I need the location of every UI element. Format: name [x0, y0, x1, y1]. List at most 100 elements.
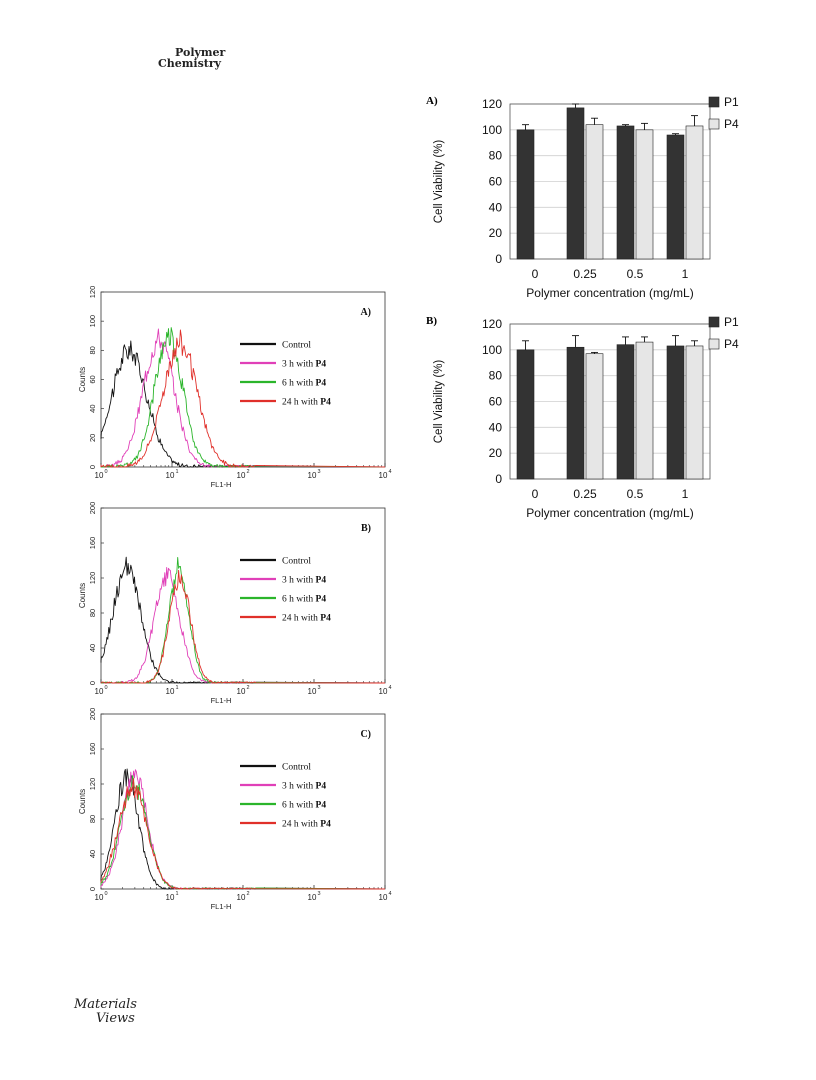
x-tick-label: 0: [532, 487, 539, 501]
legend-swatch-p1: [708, 96, 720, 108]
legend-label-suffix: P4: [316, 782, 327, 792]
legend-swatch-p1: [708, 316, 720, 328]
legend-label-text: 3 h with: [282, 576, 316, 586]
y-tick-label: 40: [88, 644, 97, 652]
y-tick-label: 40: [489, 200, 503, 214]
x-tick-label: 10: [308, 893, 317, 902]
legend-label-h24: 24 h with P4: [282, 614, 331, 624]
y-tick-label: 40: [88, 404, 97, 412]
x-tick-exponent: 4: [388, 469, 391, 475]
x-axis-label: FL1-H: [211, 480, 232, 489]
legend-label-h6: 6 h with P4: [282, 801, 326, 811]
legend-label-control: Control: [282, 557, 311, 567]
y-tick-label: 100: [482, 343, 502, 357]
x-axis-label: Polymer concentration (mg/mL): [526, 286, 693, 300]
y-tick-label: 0: [88, 887, 97, 891]
x-tick-exponent: 3: [317, 891, 320, 897]
bar-p1-3: [666, 134, 685, 260]
x-tick-label: 1: [682, 267, 689, 281]
journal-title-line1: Polymer: [175, 46, 226, 59]
legend-label-text: Control: [282, 763, 311, 773]
y-tick-label: 80: [489, 369, 503, 383]
bar-p1-2: [616, 344, 635, 480]
legend-swatch-p4: [708, 118, 720, 130]
legend-label-text: 24 h with: [282, 398, 320, 408]
y-tick-label: 200: [88, 502, 97, 515]
x-tick-label: 10: [166, 893, 175, 902]
plot-frame: [509, 103, 711, 260]
legend-label-text: Control: [282, 557, 311, 567]
legend-label-suffix: P4: [316, 595, 327, 605]
journal-title: Polymer Chemistry: [158, 47, 225, 69]
x-tick-label: 10: [308, 471, 317, 480]
x-tick-label: 10: [95, 471, 104, 480]
legend-label-text: 3 h with: [282, 782, 316, 792]
x-tick-exponent: 3: [317, 469, 320, 475]
legend-label-h6: 6 h with P4: [282, 379, 326, 389]
bar-p1-0: [516, 349, 535, 480]
x-tick-exponent: 1: [175, 685, 178, 691]
x-axis-label: Polymer concentration (mg/mL): [526, 506, 693, 520]
bar-p4-2: [635, 129, 654, 260]
publisher-logo-line1: Materials: [74, 997, 137, 1012]
y-tick-label: 80: [88, 346, 97, 354]
legend-label-control: Control: [282, 341, 311, 351]
legend-label-suffix: P4: [320, 820, 331, 830]
y-tick-label: 120: [88, 286, 97, 299]
legend-label-suffix: P4: [316, 576, 327, 586]
legend-label-suffix: P4: [320, 614, 331, 624]
x-tick-label: 10: [166, 471, 175, 480]
x-tick-label: 0.25: [573, 267, 597, 281]
panel-label: A): [426, 95, 438, 107]
legend-label-p1: P1: [724, 315, 739, 329]
y-tick-label: 160: [88, 743, 97, 756]
y-tick-label: 20: [88, 434, 97, 442]
x-tick-exponent: 0: [104, 469, 107, 475]
x-tick-exponent: 0: [104, 891, 107, 897]
x-tick-label: 10: [379, 893, 388, 902]
y-axis-label: Counts: [78, 583, 87, 608]
y-tick-label: 160: [88, 537, 97, 550]
legend-label-h24: 24 h with P4: [282, 820, 331, 830]
legend-label-suffix: P4: [316, 801, 327, 811]
histogram-trace-h24: [100, 569, 386, 684]
cell-viability-chart-a: A) 0 20 40 60 80 100 120 0 0.25 0.5 1 Polymer concen…: [426, 95, 739, 300]
x-tick-label: 0.25: [573, 487, 597, 501]
y-tick-label: 80: [88, 815, 97, 823]
panel-label: C): [360, 729, 371, 740]
bar-p1-2: [616, 125, 635, 260]
y-tick-label: 120: [482, 97, 502, 111]
histogram-trace-control: [100, 340, 386, 468]
legend-label-p1: P1: [724, 95, 739, 109]
panel-label: B): [426, 315, 437, 327]
legend-label-h3: 3 h with P4: [282, 782, 326, 792]
publisher-logo-line2: Views: [96, 1011, 135, 1026]
x-tick-label: 10: [237, 893, 246, 902]
y-tick-label: 40: [88, 850, 97, 858]
x-tick-label: 10: [95, 687, 104, 696]
y-tick-label: 0: [495, 252, 502, 266]
y-tick-label: 200: [88, 708, 97, 721]
x-tick-exponent: 2: [246, 891, 249, 897]
x-axis-label: FL1-H: [211, 696, 232, 705]
bar-p4-3: [685, 345, 704, 480]
y-tick-label: 100: [88, 315, 97, 328]
y-tick-label: 40: [489, 420, 503, 434]
legend-label-text: 3 h with: [282, 360, 316, 370]
bar-p4-3: [685, 125, 704, 260]
y-tick-label: 60: [88, 375, 97, 383]
y-tick-label: 60: [489, 175, 503, 189]
x-tick-label: 10: [379, 471, 388, 480]
x-tick-label: 10: [308, 687, 317, 696]
bar-p4-2: [635, 341, 654, 480]
x-tick-label: 0.5: [627, 487, 644, 501]
x-tick-exponent: 3: [317, 685, 320, 691]
x-tick-exponent: 2: [246, 469, 249, 475]
y-tick-label: 0: [495, 472, 502, 486]
x-tick-label: 10: [379, 687, 388, 696]
x-tick-label: 10: [237, 471, 246, 480]
legend-label-h24: 24 h with P4: [282, 398, 331, 408]
